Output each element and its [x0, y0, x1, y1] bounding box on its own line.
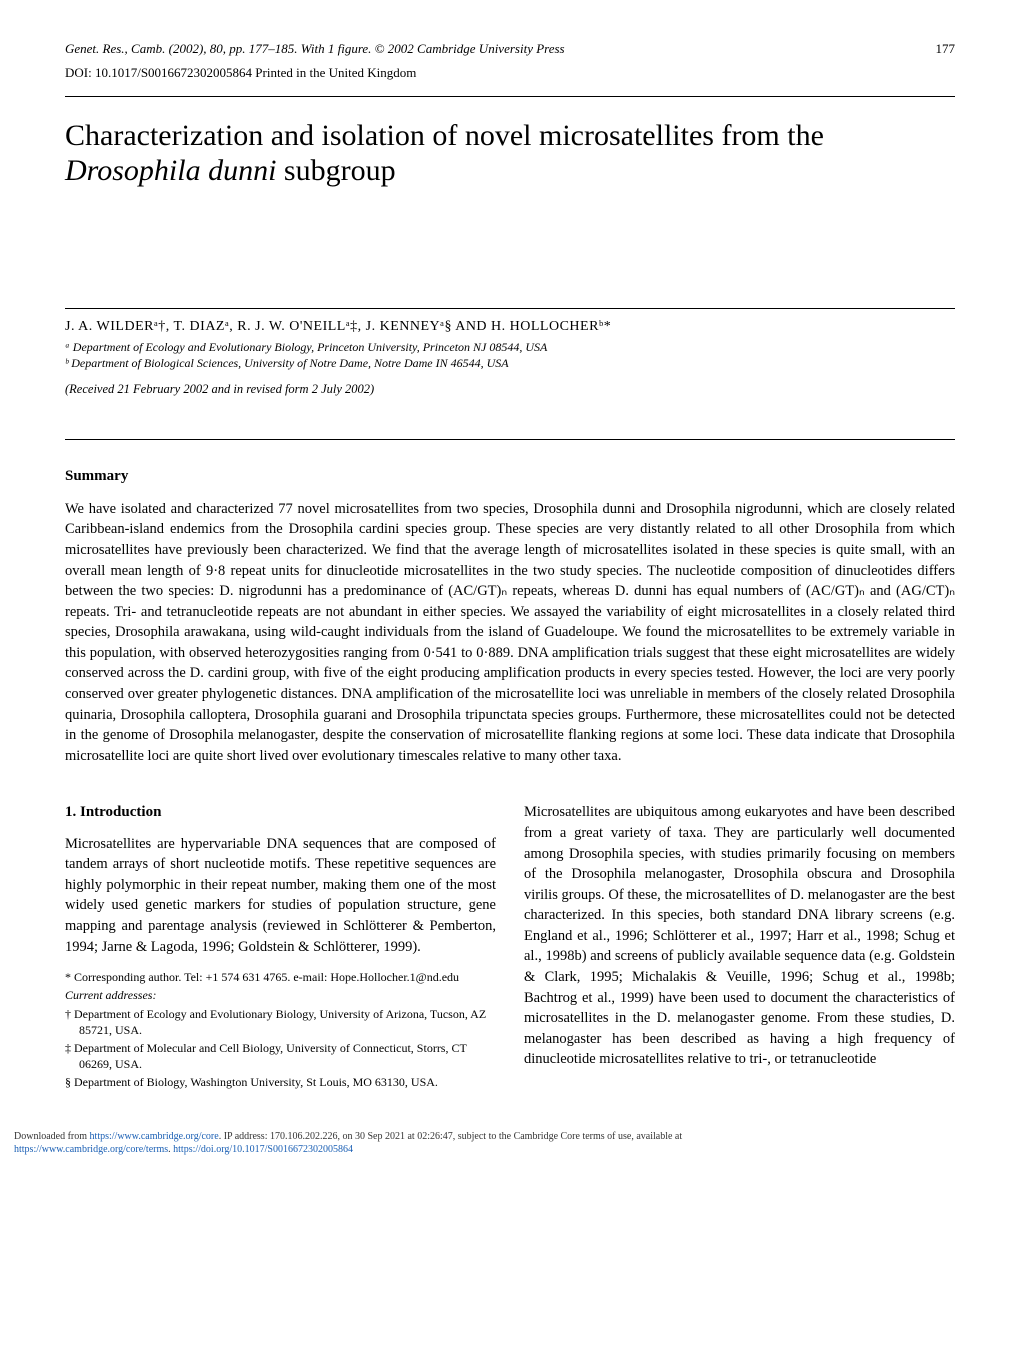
intro-paragraph-left: Microsatellites are hypervariable DNA se… — [65, 834, 496, 957]
affiliation-b: ᵇ Department of Biological Sciences, Uni… — [65, 355, 955, 371]
rule-top — [65, 96, 955, 97]
footer-link-core[interactable]: https://www.cambridge.org/core — [90, 1131, 219, 1142]
summary-text: We have isolated and characterized 77 no… — [65, 499, 955, 767]
page-number: 177 — [936, 40, 956, 58]
footnote-dagger: † Department of Ecology and Evolutionary… — [65, 1006, 496, 1038]
footnote-section: § Department of Biology, Washington Univ… — [65, 1074, 496, 1090]
title-text-1: Characterization and isolation of novel … — [65, 119, 824, 152]
article-title: Characterization and isolation of novel … — [65, 119, 955, 188]
footer-link-terms[interactable]: https://www.cambridge.org/core/terms — [14, 1144, 168, 1155]
footnote-corresponding: * Corresponding author. Tel: +1 574 631 … — [65, 969, 496, 985]
footer-link-doi[interactable]: https://doi.org/10.1017/S001667230200586… — [173, 1144, 353, 1155]
intro-columns: 1. Introduction Microsatellites are hype… — [65, 802, 955, 1092]
affiliations: ᵃ Department of Ecology and Evolutionary… — [65, 339, 955, 371]
summary-heading: Summary — [65, 466, 955, 487]
download-footer: Downloaded from https://www.cambridge.or… — [0, 1122, 1020, 1160]
column-right: Microsatellites are ubiquitous among euk… — [524, 802, 955, 1092]
journal-citation: Genet. Res., Camb. (2002), 80, pp. 177–1… — [65, 40, 565, 58]
running-header: Genet. Res., Camb. (2002), 80, pp. 177–1… — [65, 40, 955, 58]
doi-line: DOI: 10.1017/S0016672302005864 Printed i… — [65, 64, 955, 82]
affiliation-a: ᵃ Department of Ecology and Evolutionary… — [65, 339, 955, 355]
footnote-current-heading: Current addresses: — [65, 987, 496, 1003]
title-text-2: subgroup — [276, 154, 395, 187]
footnotes: * Corresponding author. Tel: +1 574 631 … — [65, 969, 496, 1090]
footer-text-1: Downloaded from — [14, 1131, 90, 1142]
footnote-ddagger: ‡ Department of Molecular and Cell Biolo… — [65, 1040, 496, 1072]
received-line: (Received 21 February 2002 and in revise… — [65, 381, 955, 399]
footer-text-2: . IP address: 170.106.202.226, on 30 Sep… — [219, 1131, 682, 1142]
title-italic: Drosophila dunni — [65, 154, 276, 187]
rule-authors-top — [65, 308, 955, 309]
intro-heading: 1. Introduction — [65, 802, 496, 823]
column-left: 1. Introduction Microsatellites are hype… — [65, 802, 496, 1092]
intro-paragraph-right: Microsatellites are ubiquitous among euk… — [524, 802, 955, 1070]
spacer — [65, 440, 955, 466]
authors-line: J. A. WILDERᵃ†, T. DIAZᵃ, R. J. W. O'NEI… — [65, 317, 955, 337]
page-content: Genet. Res., Camb. (2002), 80, pp. 177–1… — [0, 0, 1020, 1122]
